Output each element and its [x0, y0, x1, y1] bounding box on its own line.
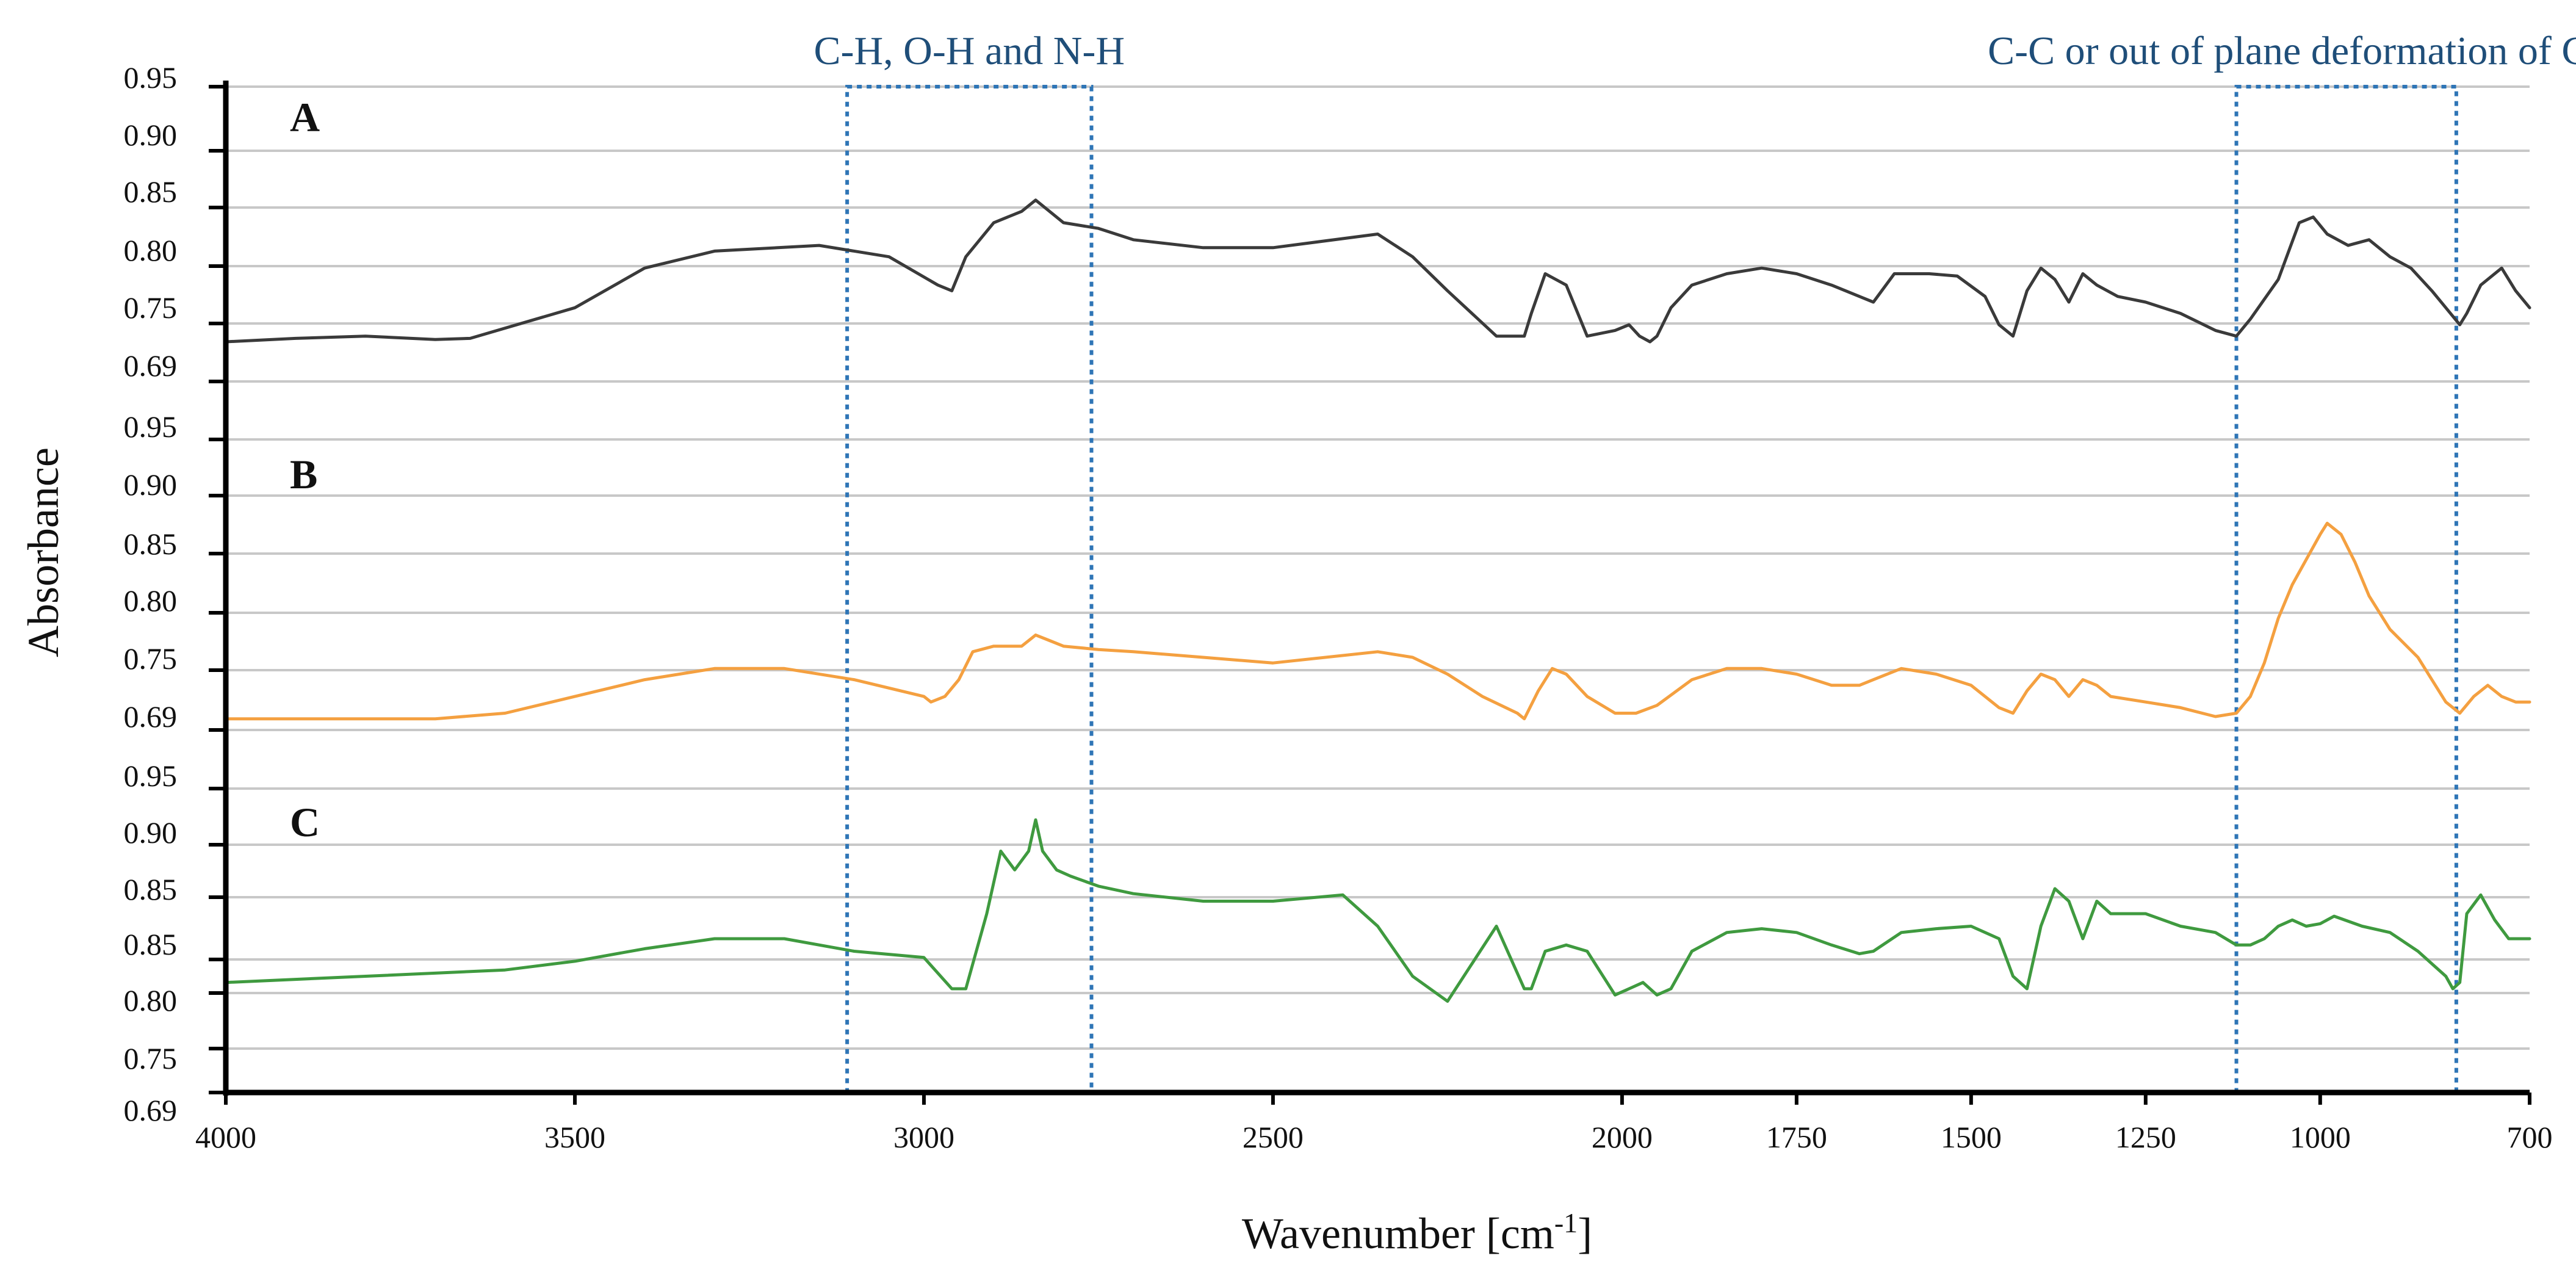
y-tick-label: 0.90	[124, 468, 178, 502]
panel-label-c: C	[290, 799, 320, 845]
y-tick-label: 0.80	[124, 983, 178, 1017]
x-tick-label: 4000	[195, 1120, 256, 1154]
x-tick-label: 700	[2507, 1120, 2553, 1154]
y-tick-label: 0.95	[124, 410, 178, 444]
x-tick-label: 2500	[1243, 1120, 1304, 1154]
y-tick-label: 0.80	[124, 233, 178, 267]
y-tick-label: 0.85	[124, 527, 178, 561]
x-tick-label: 1250	[2115, 1120, 2176, 1154]
series-line-a	[224, 198, 2531, 344]
axis-layer	[209, 81, 2531, 1105]
text-layer: 0.95 0.90 0.85 0.80 0.75 0.69 0.95 0.90 0.85 0.80…	[19, 29, 2576, 1258]
y-tick-label: 0.90	[124, 815, 178, 850]
y-tick-label: 0.75	[124, 1041, 178, 1075]
x-tick-label: 3500	[544, 1120, 605, 1154]
series-line-c	[224, 818, 2531, 1003]
y-tick-label: 0.95	[124, 759, 178, 793]
y-tick-label: 0.80	[124, 583, 178, 618]
y-tick-label: 0.85	[124, 927, 178, 961]
region-box	[2234, 85, 2458, 1094]
panel-label-a: A	[290, 94, 320, 140]
y-tick-label: 0.90	[124, 118, 178, 152]
x-tick-label: 1750	[1766, 1120, 1827, 1154]
y-tick-label: 0.69	[124, 349, 178, 383]
y-tick-label: 0.69	[124, 699, 178, 734]
y-tick-label: 0.75	[124, 641, 178, 676]
grid-layer	[226, 85, 2530, 1094]
y-tick-label: 0.69	[124, 1093, 178, 1127]
x-tick-label: 3000	[893, 1120, 954, 1154]
x-tick-label: 1500	[1941, 1120, 2002, 1154]
y-tick-label: 0.85	[124, 872, 178, 906]
y-tick-label: 0.75	[124, 291, 178, 325]
region-layer	[845, 85, 2458, 1094]
region-label: C-C or out of plane deformation of C=C-H	[1988, 29, 2576, 73]
y-axis-title: Absorbance	[19, 447, 68, 657]
x-tick-label: 2000	[1592, 1120, 1653, 1154]
x-tick-label: 1000	[2290, 1120, 2351, 1154]
region-label: C-H, O-H and N-H	[814, 29, 1125, 73]
x-axis-title: Wavenumber [cm-1]	[1242, 1207, 1592, 1258]
panel-label-b: B	[290, 451, 317, 497]
region-box	[845, 85, 1094, 1094]
y-tick-label: 0.85	[124, 175, 178, 209]
series-line-b	[224, 521, 2531, 721]
series-layer	[224, 198, 2531, 1003]
y-tick-label: 0.95	[124, 60, 178, 95]
